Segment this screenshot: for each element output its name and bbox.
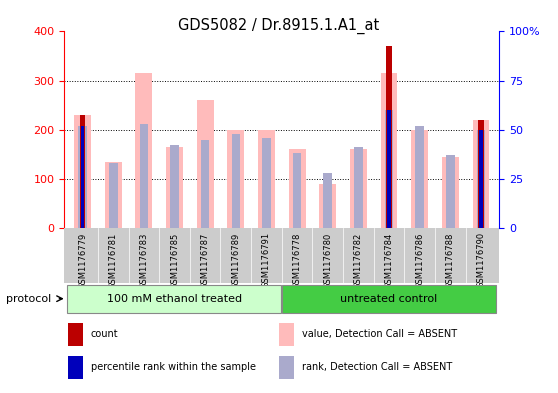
Text: count: count: [91, 329, 118, 339]
Bar: [411, 130, 428, 228]
Bar: [385, 110, 393, 228]
Bar: [78, 126, 87, 228]
Bar: [279, 356, 294, 379]
Text: GSM1176783: GSM1176783: [140, 232, 148, 289]
Text: GSM1176784: GSM1176784: [384, 232, 393, 288]
Bar: [387, 110, 391, 228]
Bar: [74, 115, 91, 228]
FancyBboxPatch shape: [282, 285, 497, 313]
Text: GSM1176789: GSM1176789: [232, 232, 240, 288]
Bar: [473, 120, 489, 228]
Bar: [479, 130, 483, 228]
Bar: [478, 120, 484, 228]
Bar: [201, 140, 209, 228]
Text: 100 mM ethanol treated: 100 mM ethanol treated: [107, 294, 242, 304]
Bar: [258, 130, 275, 228]
Bar: [166, 147, 183, 228]
Bar: [381, 73, 397, 228]
Bar: [105, 162, 122, 228]
Bar: [81, 126, 84, 228]
Text: GSM1176790: GSM1176790: [477, 232, 485, 288]
Bar: [279, 323, 294, 345]
Text: GSM1176786: GSM1176786: [415, 232, 424, 289]
Bar: [109, 163, 118, 228]
Bar: [324, 173, 332, 228]
Bar: [415, 126, 424, 228]
Bar: [197, 100, 214, 228]
Bar: [80, 115, 85, 228]
Text: GSM1176787: GSM1176787: [201, 232, 210, 289]
Text: GSM1176781: GSM1176781: [109, 232, 118, 288]
Bar: [140, 124, 148, 228]
Bar: [293, 153, 301, 228]
Bar: [170, 145, 179, 228]
Bar: [136, 73, 152, 228]
Text: GSM1176788: GSM1176788: [446, 232, 455, 289]
Bar: [319, 184, 336, 228]
Text: GSM1176780: GSM1176780: [323, 232, 332, 288]
Bar: [68, 356, 83, 379]
Text: GSM1176785: GSM1176785: [170, 232, 179, 288]
Bar: [386, 46, 392, 228]
Bar: [232, 134, 240, 228]
Text: GDS5082 / Dr.8915.1.A1_at: GDS5082 / Dr.8915.1.A1_at: [179, 18, 379, 34]
Text: rank, Detection Call = ABSENT: rank, Detection Call = ABSENT: [302, 362, 452, 373]
Text: GSM1176778: GSM1176778: [292, 232, 302, 289]
Text: protocol: protocol: [6, 294, 51, 304]
Text: GSM1176791: GSM1176791: [262, 232, 271, 288]
Bar: [477, 130, 485, 228]
Text: value, Detection Call = ABSENT: value, Detection Call = ABSENT: [302, 329, 457, 339]
Text: percentile rank within the sample: percentile rank within the sample: [91, 362, 256, 373]
Bar: [228, 130, 244, 228]
Bar: [350, 149, 367, 228]
FancyBboxPatch shape: [67, 285, 281, 313]
Bar: [446, 155, 455, 228]
Text: untreated control: untreated control: [340, 294, 437, 304]
Bar: [354, 147, 363, 228]
Bar: [68, 323, 83, 345]
Text: GSM1176782: GSM1176782: [354, 232, 363, 288]
Bar: [262, 138, 271, 228]
Bar: [442, 157, 459, 228]
Text: GSM1176779: GSM1176779: [78, 232, 87, 288]
Bar: [288, 149, 306, 228]
